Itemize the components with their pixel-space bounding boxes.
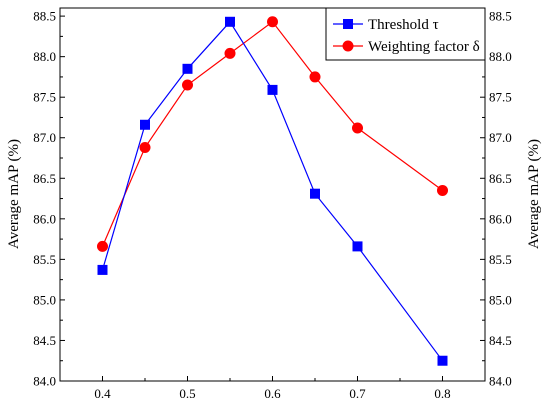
weighting-point bbox=[437, 184, 448, 196]
x-tick-label: 0.4 bbox=[94, 386, 111, 401]
threshold-point bbox=[352, 241, 363, 252]
y-axis-title-right: Average mAP (%) bbox=[526, 139, 542, 249]
y-tick-label-right: 88.0 bbox=[489, 49, 512, 64]
threshold-point bbox=[267, 84, 278, 95]
legend-marker-weighting bbox=[342, 40, 354, 52]
legend-box bbox=[325, 7, 486, 61]
y-tick-label-right: 84.0 bbox=[489, 374, 512, 389]
y-tick-label-left: 85.0 bbox=[33, 292, 56, 307]
weighting-point bbox=[139, 141, 151, 153]
y-tick-label-left: 86.0 bbox=[33, 211, 56, 226]
x-ticks: 0.4 0.5 0.6 0.7 0.8 bbox=[94, 376, 451, 401]
y-tick-label-left: 87.0 bbox=[33, 130, 56, 145]
y-axis-title-left: Average mAP (%) bbox=[6, 139, 22, 249]
weighting-point bbox=[97, 240, 108, 252]
y-tick-label-left: 88.5 bbox=[33, 9, 56, 24]
y-ticks: 84.0 84.0 84.5 84.5 85.0 85.0 85.5 85.5 86.0 86.0… bbox=[33, 9, 512, 389]
y-tick-label-right: 85.0 bbox=[489, 292, 512, 307]
y-tick-label-right: 84.5 bbox=[489, 333, 512, 348]
weighting-point bbox=[352, 122, 363, 134]
x-tick-label: 0.8 bbox=[434, 386, 450, 401]
threshold-point bbox=[310, 188, 320, 199]
series-line-circle bbox=[101, 20, 443, 247]
series-group bbox=[97, 16, 448, 366]
y-tick-label-left: 84.5 bbox=[33, 333, 56, 348]
threshold-point bbox=[437, 355, 448, 366]
y-tick-label-right: 87.0 bbox=[489, 130, 512, 145]
weighting-point bbox=[182, 79, 193, 91]
y-tick-label-right: 86.0 bbox=[489, 211, 512, 226]
y-tick-label-left: 88.0 bbox=[33, 49, 56, 64]
legend-marker-threshold bbox=[343, 19, 353, 29]
y-tick-label-right: 88.5 bbox=[489, 9, 512, 24]
legend-label-weighting: Weighting factor δ bbox=[368, 39, 480, 55]
threshold-point bbox=[97, 264, 108, 275]
threshold-point bbox=[140, 119, 150, 130]
y-tick-label-left: 84.0 bbox=[33, 374, 56, 389]
y-tick-label-right: 85.5 bbox=[489, 252, 512, 267]
weighting-point bbox=[224, 47, 236, 59]
weighting-point bbox=[309, 71, 321, 83]
legend: Threshold τ Weighting factor δ bbox=[325, 7, 486, 61]
y-tick-label-left: 87.5 bbox=[33, 90, 56, 105]
plot-frame bbox=[59, 7, 486, 382]
series-line-square bbox=[101, 20, 443, 362]
x-tick-label: 0.7 bbox=[349, 386, 366, 401]
y-tick-label-left: 86.5 bbox=[33, 171, 56, 186]
x-tick-label: 0.6 bbox=[264, 386, 281, 401]
x-tick-label: 0.5 bbox=[179, 386, 195, 401]
legend-label-threshold: Threshold τ bbox=[368, 17, 439, 33]
y-tick-label-right: 87.5 bbox=[489, 90, 512, 105]
y-tick-label-left: 85.5 bbox=[33, 252, 56, 267]
threshold-point bbox=[182, 63, 193, 74]
threshold-point bbox=[225, 16, 235, 27]
weighting-point bbox=[267, 16, 278, 28]
y-tick-label-right: 86.5 bbox=[489, 171, 512, 186]
